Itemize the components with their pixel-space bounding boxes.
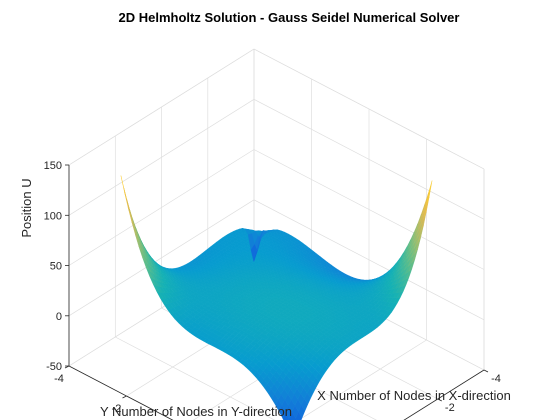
y-tick-labels: -4-2024 <box>445 373 501 414</box>
grid-line-z-left-3 <box>68 99 255 216</box>
z-tick-label-0: -50 <box>46 361 62 373</box>
grid-line-z-right-1 <box>253 199 485 321</box>
grid-line-floor-y-3 <box>115 336 276 420</box>
grid-line-z-left-2 <box>68 149 255 266</box>
surface-cell-0-0 <box>256 230 264 252</box>
y-axis-line <box>403 369 485 420</box>
x-tick-label-0: -4 <box>54 373 64 385</box>
z-tick-label-3: 100 <box>44 210 62 222</box>
x-tick-mark-1 <box>122 395 127 399</box>
y-tick-mark-0 <box>483 369 489 373</box>
x-tick-labels: -4-2024 <box>54 373 122 415</box>
chart-title: 2D Helmholtz Solution - Gauss Seidel Num… <box>119 10 460 25</box>
grid-top-edge-right <box>253 48 485 170</box>
y-tick-label-1: -2 <box>445 402 455 414</box>
z-tick-label-2: 50 <box>50 261 62 273</box>
y-axis-label: Y Number of Nodes in Y-direction <box>100 404 292 419</box>
y-tick-mark-1 <box>437 398 442 402</box>
x-axis-line <box>68 365 174 420</box>
z-tick-label-4: 150 <box>44 160 62 172</box>
grid-top-edge-left <box>68 48 255 166</box>
z-tick-label-1: 0 <box>56 311 62 323</box>
grid-line-z-right-3 <box>253 98 485 220</box>
grid-line-z-left-1 <box>68 199 255 317</box>
x-axis-label: X Number of Nodes in X-direction <box>317 388 511 403</box>
surface-mesh <box>120 175 433 420</box>
grid-line-z-right-2 <box>253 149 485 270</box>
axis-layer <box>64 164 489 420</box>
z-tick-labels: -50 0 50 100 150 <box>44 160 62 373</box>
y-tick-label-0: -4 <box>491 373 501 385</box>
z-axis-label: Position U <box>19 178 34 237</box>
x-tick-label-1: -2 <box>112 403 122 415</box>
